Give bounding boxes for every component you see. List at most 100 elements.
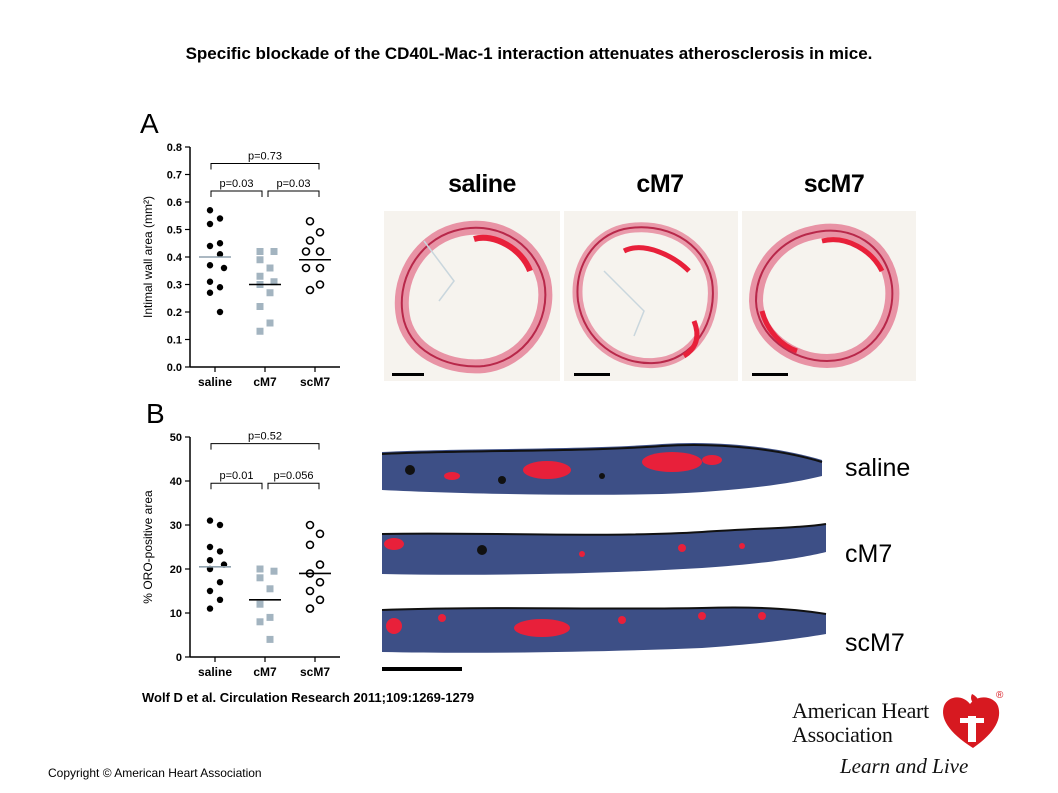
scale-bar-aorta [382, 667, 462, 671]
data-point [206, 587, 214, 595]
data-point [216, 308, 224, 316]
data-point [305, 236, 315, 245]
p-value-label: p=0.03 [220, 178, 254, 190]
data-point [266, 585, 274, 593]
data-point [256, 618, 264, 626]
row-label-cm7: cM7 [845, 540, 893, 568]
p-value-label: p=0.73 [248, 151, 282, 163]
data-point [315, 560, 325, 569]
column-label-saline: saline [448, 170, 516, 198]
data-point [216, 284, 224, 291]
y-tick-label: 0.0 [167, 362, 182, 374]
p-value-label: p=0.52 [248, 431, 282, 443]
histology-image-saline [384, 211, 560, 381]
data-point [216, 596, 224, 603]
data-point [256, 248, 264, 255]
data-point [305, 285, 315, 295]
data-point [216, 579, 224, 586]
data-point [301, 247, 311, 256]
data-point [315, 577, 325, 587]
chart-b: 0 10 20 30 40 50 saline cM7 scM7 % ORO-positive a… [141, 431, 340, 679]
x-tick-label: scM7 [300, 375, 330, 389]
y-tick-label: 0.2 [167, 307, 182, 319]
data-point [301, 263, 311, 273]
aorta-image-saline [382, 442, 823, 495]
data-point [305, 520, 315, 530]
copyright-notice: Copyright © American Heart Association [48, 766, 262, 780]
aorta-image-cm7 [382, 523, 827, 575]
data-point [256, 327, 264, 335]
data-point [315, 595, 325, 605]
data-point [206, 605, 214, 612]
data-point [216, 215, 224, 222]
data-point [206, 262, 214, 269]
y-tick-label: 0.5 [167, 225, 182, 237]
data-point [206, 557, 214, 564]
data-point [315, 263, 325, 273]
data-point [256, 272, 264, 280]
heart-torch-icon: ® [943, 690, 1004, 748]
data-point [270, 278, 278, 286]
y-axis-label: Intimal wall area (mm²) [141, 196, 155, 318]
data-point [256, 600, 264, 608]
column-label-scm7: scM7 [803, 170, 865, 198]
y-tick-label: 0.6 [167, 197, 182, 209]
p-value-label: p=0.056 [273, 470, 313, 482]
significance-bracket [210, 163, 320, 170]
y-tick-label: 10 [170, 608, 182, 620]
data-point [315, 247, 325, 256]
y-tick-label: 0.1 [167, 335, 182, 347]
data-point [216, 251, 224, 258]
x-tick-label: cM7 [253, 665, 277, 679]
data-point [266, 264, 274, 272]
y-tick-label: 0.7 [167, 170, 182, 182]
significance-bracket [210, 482, 263, 490]
p-value-label: p=0.03 [277, 178, 311, 190]
data-point [216, 521, 224, 529]
y-tick-label: 40 [170, 476, 182, 488]
histology-image-cm7 [564, 211, 738, 381]
aha-logo: American Heart Association Learn and Liv… [792, 688, 1012, 788]
row-label-scm7: scM7 [845, 629, 905, 657]
panel-label-a: A [140, 108, 159, 139]
y-tick-label: 0.3 [167, 280, 182, 292]
data-point [305, 604, 315, 613]
y-tick-label: 30 [170, 520, 182, 532]
y-tick-label: 50 [170, 432, 182, 444]
y-tick-label: 0.8 [167, 142, 182, 154]
data-point [266, 289, 274, 297]
data-point [206, 242, 214, 250]
data-point [315, 280, 325, 289]
x-tick-label: saline [198, 665, 232, 679]
data-point [206, 207, 214, 214]
data-point [206, 289, 214, 296]
data-point [256, 256, 264, 264]
data-point [266, 319, 274, 327]
data-point [315, 227, 325, 237]
data-point [216, 548, 224, 555]
aha-logo-line1: American Heart [792, 698, 929, 723]
significance-bracket [267, 190, 320, 197]
data-point [206, 220, 214, 228]
significance-bracket [210, 443, 320, 450]
y-tick-label: 0.4 [167, 252, 183, 264]
data-point [315, 529, 325, 539]
data-point [256, 574, 264, 582]
data-point [270, 248, 278, 255]
data-point [305, 216, 315, 226]
data-point [206, 543, 214, 551]
data-point [305, 586, 315, 596]
p-value-label: p=0.01 [220, 470, 254, 482]
significance-bracket [267, 482, 320, 490]
registered-mark: ® [996, 690, 1004, 701]
data-point [305, 540, 315, 550]
data-point [266, 635, 274, 643]
citation: Wolf D et al. Circulation Research 2011;… [142, 690, 475, 705]
x-tick-label: cM7 [253, 375, 277, 389]
row-label-saline: saline [845, 454, 911, 482]
data-point [206, 517, 214, 524]
data-point [206, 278, 214, 285]
y-tick-label: 0 [176, 652, 182, 664]
y-tick-label: 20 [170, 564, 182, 576]
data-point [220, 264, 228, 272]
